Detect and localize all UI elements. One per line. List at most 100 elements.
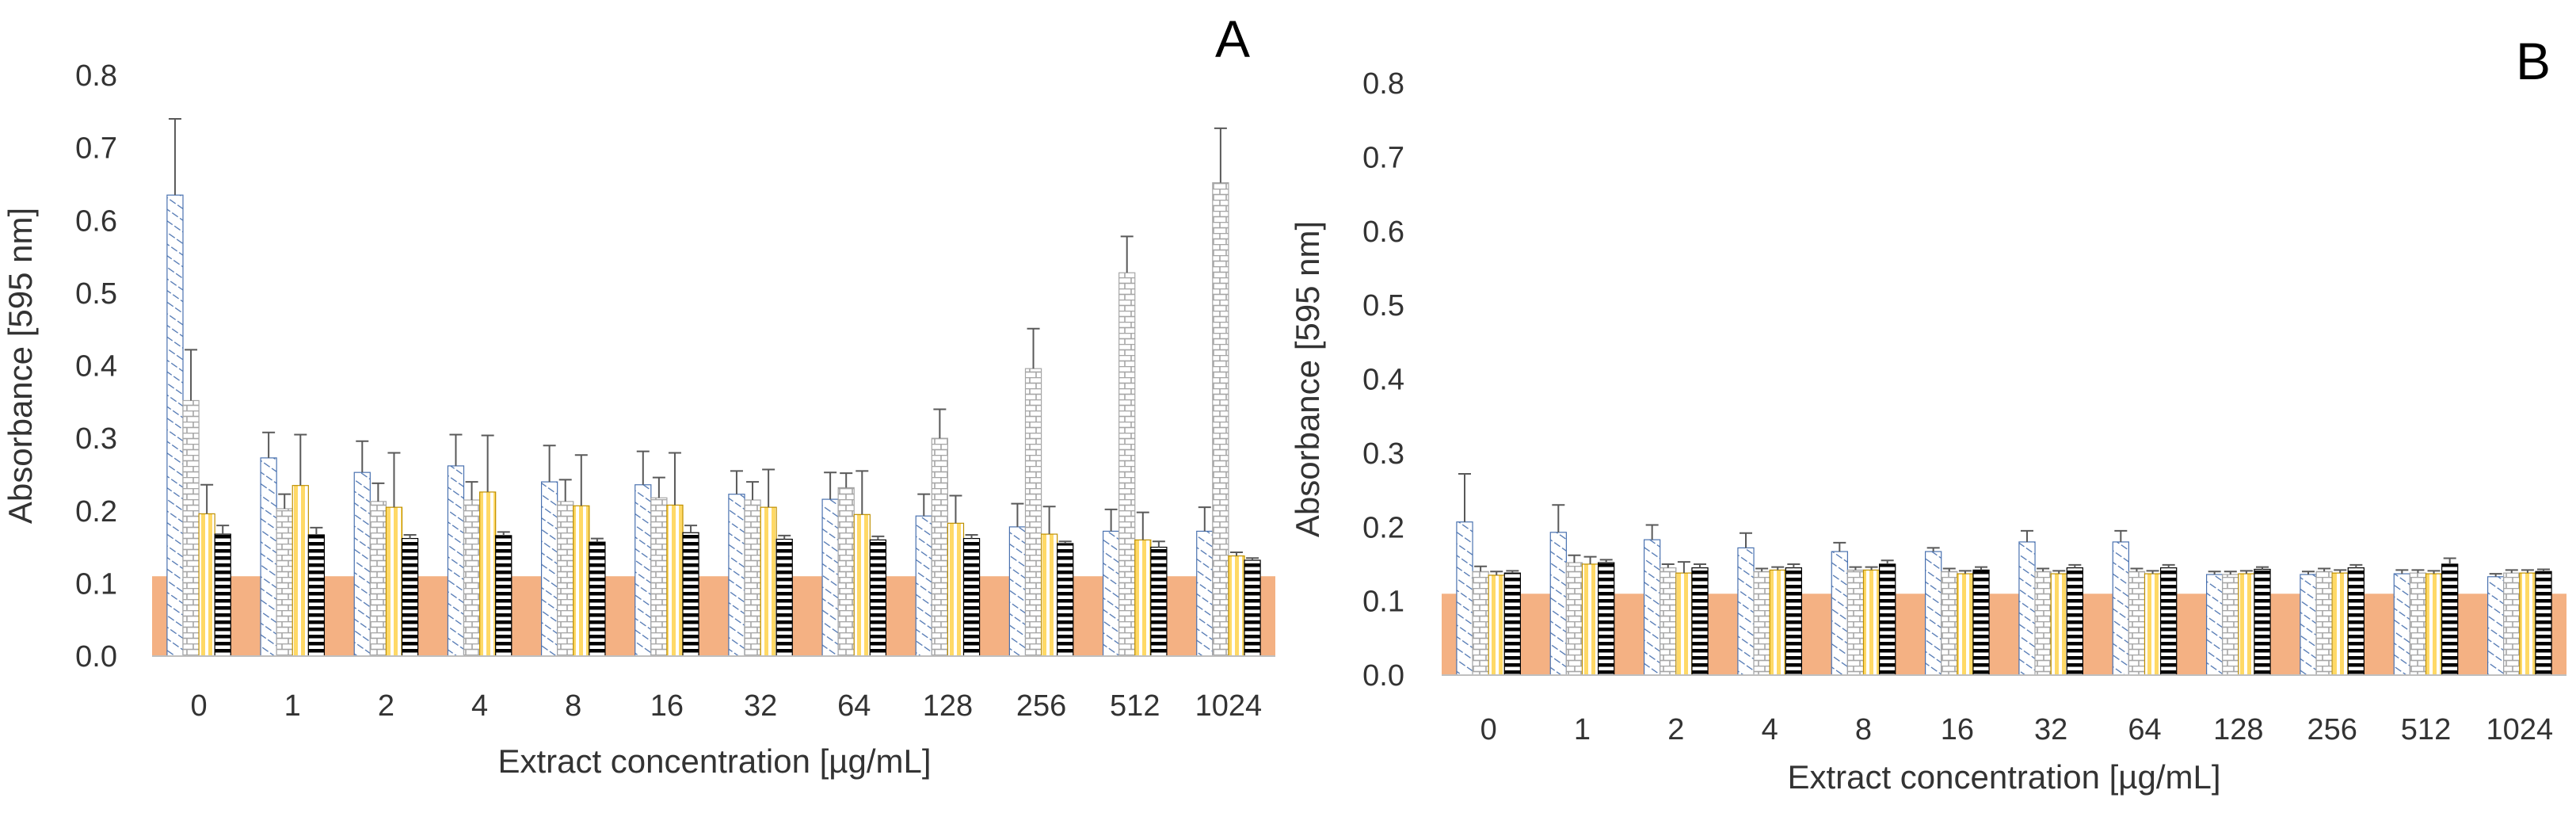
panel-b-bar-vert-1 — [1581, 563, 1599, 676]
panel-a-bar-vert-1 — [292, 485, 309, 657]
panel-a-bar-horiz-128 — [962, 537, 981, 657]
panel-b-bar-horiz-1024 — [2535, 571, 2552, 676]
panel-b-bar-brick-64 — [2128, 571, 2146, 676]
panel-b-x-tick-label: 1 — [1574, 713, 1591, 746]
panel-b-bar-vert-4 — [1769, 569, 1786, 676]
panel-a-x-tick-label: 64 — [837, 689, 871, 723]
panel-b-bar-diag-1024 — [2487, 576, 2505, 676]
panel-a-bar-vert-128 — [947, 522, 965, 657]
panel-a-bar-horiz-512 — [1150, 546, 1168, 657]
panel-a-bar-horiz-0 — [214, 533, 231, 657]
panel-a-x-tick-label: 16 — [650, 689, 684, 723]
panel-a-y-tick-label: 0.5 — [75, 277, 117, 311]
panel-a-x-tick-label: 128 — [923, 689, 973, 723]
panel-a-x-tick-label: 1024 — [1195, 689, 1263, 723]
panel-a-bar-diag-2 — [353, 471, 371, 657]
panel-b-y-tick-label: 0.3 — [1362, 437, 1404, 471]
panel-b-bar-vert-64 — [2143, 573, 2162, 676]
panel-b-bar-diag-256 — [2300, 574, 2317, 676]
panel-b-bar-brick-512 — [2409, 572, 2427, 676]
panel-a-bar-brick-8 — [557, 501, 574, 657]
panel-b-baseline-band — [1442, 594, 2566, 675]
panel-b-x-tick-label: 64 — [2128, 713, 2161, 746]
panel-a-bar-diag-128 — [915, 515, 932, 657]
panel-b-y-tick-label: 0.6 — [1362, 216, 1404, 249]
panel-a-bar-diag-16 — [634, 484, 652, 657]
panel-b-bar-vert-256 — [2331, 572, 2349, 676]
panel-b-label: B — [2516, 32, 2551, 90]
panel-b-x-tick-label: 1024 — [2486, 713, 2554, 746]
panel-b-y-axis-title: Absorbance [595 nm] — [1289, 221, 1326, 537]
panel-a-bar-vert-8 — [573, 505, 590, 657]
panel-b-x-tick-label: 8 — [1855, 713, 1872, 746]
panel-b-bar-vert-128 — [2238, 573, 2255, 676]
panel-b-bar-horiz-128 — [2254, 568, 2271, 676]
panel-a-bar-brick-2 — [369, 501, 387, 657]
panel-b-y-tick-label: 0.7 — [1362, 141, 1404, 174]
panel-a-label: A — [1215, 10, 1250, 68]
panel-a-bar-horiz-64 — [869, 539, 887, 657]
panel-a-bar-brick-128 — [931, 437, 949, 657]
panel-a-y-tick-label: 0.3 — [75, 422, 117, 456]
panel-a-bar-diag-64 — [821, 498, 839, 657]
panel-a-bar-diag-1024 — [1196, 530, 1214, 657]
panel-a-bar-diag-4 — [447, 465, 465, 657]
panel-b-bar-brick-1024 — [2503, 572, 2521, 676]
panel-b-bar-diag-1 — [1549, 532, 1567, 676]
panel-b-x-tick-label: 2 — [1667, 713, 1684, 746]
panel-b-bar-diag-512 — [2393, 573, 2410, 676]
panel-a-bar-vert-4 — [478, 491, 497, 657]
panel-a-bar-brick-32 — [744, 499, 761, 657]
panel-a-bar-horiz-2 — [401, 537, 419, 657]
panel-b-bar-brick-2 — [1660, 567, 1677, 676]
panel-b-x-tick-label: 4 — [1762, 713, 1778, 746]
panel-a-x-tick-label: 2 — [378, 689, 394, 723]
panel-b-bar-brick-0 — [1472, 571, 1489, 676]
panel-a-bar-vert-32 — [760, 506, 777, 657]
panel-a-bar-diag-8 — [540, 481, 558, 657]
panel-b-bar-horiz-512 — [2441, 563, 2459, 676]
panel-b-bar-diag-2 — [1644, 539, 1661, 676]
panel-b-bar-brick-256 — [2315, 571, 2333, 676]
panel-b-x-tick-label: 256 — [2307, 713, 2357, 746]
panel-a-y-tick-label: 0.6 — [75, 204, 117, 238]
panel-a-bar-diag-32 — [728, 494, 745, 657]
panel-b-bar-diag-32 — [2018, 541, 2036, 676]
panel-a-y-axis-title: Absorbance [595 nm] — [2, 208, 39, 524]
panel-a-bar-brick-0 — [182, 399, 200, 657]
panel-a-bar-vert-2 — [385, 506, 403, 657]
panel-b-bar-vert-1024 — [2519, 572, 2536, 676]
panel-a-bar-brick-1024 — [1212, 182, 1229, 657]
panel-b-bar-diag-64 — [2112, 541, 2129, 676]
panel-a-x-tick-label: 4 — [471, 689, 488, 723]
panel-a-x-axis-title: Extract concentration [µg/mL] — [497, 742, 931, 780]
panel-a-bar-diag-256 — [1008, 526, 1027, 657]
panel-b-bar-horiz-0 — [1503, 572, 1521, 676]
panel-b-bar-vert-8 — [1862, 569, 1881, 676]
panel-b-bar-diag-16 — [1925, 551, 1942, 676]
panel-a-x-tick-label: 512 — [1110, 689, 1160, 723]
panel-a-y-tick-label: 0.7 — [75, 132, 117, 166]
panel-a-bar-vert-1024 — [1228, 555, 1245, 657]
panel-b-bar-diag-0 — [1456, 521, 1473, 676]
panel-a-x-tick-label: 256 — [1016, 689, 1066, 723]
panel-a-bar-vert-256 — [1040, 533, 1058, 657]
panel-a-x-tick-label: 0 — [191, 689, 208, 723]
panel-a-baseline-band — [152, 576, 1275, 656]
panel-a-x-tick-label: 1 — [284, 689, 301, 723]
panel-b-y-tick-label: 0.8 — [1362, 67, 1404, 101]
panel-b-x-axis-title: Extract concentration [µg/mL] — [1787, 758, 2220, 796]
panel-a-bar-brick-1 — [276, 508, 293, 657]
panel-a-bar-brick-256 — [1024, 368, 1042, 657]
panel-a-y-tick-label: 0.1 — [75, 567, 117, 601]
panel-a-bar-horiz-4 — [495, 535, 513, 657]
panel-a-bar-diag-0 — [166, 194, 184, 657]
panel-a-bar-vert-16 — [666, 504, 684, 657]
panel-b-x-tick-label: 512 — [2401, 713, 2451, 746]
panel-b-y-tick-label: 0.0 — [1362, 659, 1404, 693]
panel-b-bar-vert-2 — [1675, 572, 1693, 676]
panel-a-bar-diag-512 — [1102, 530, 1120, 657]
panel-b-y-tick-label: 0.4 — [1362, 364, 1404, 397]
panel-a-bar-brick-16 — [650, 497, 668, 657]
panel-a-bar-vert-0 — [198, 513, 215, 657]
